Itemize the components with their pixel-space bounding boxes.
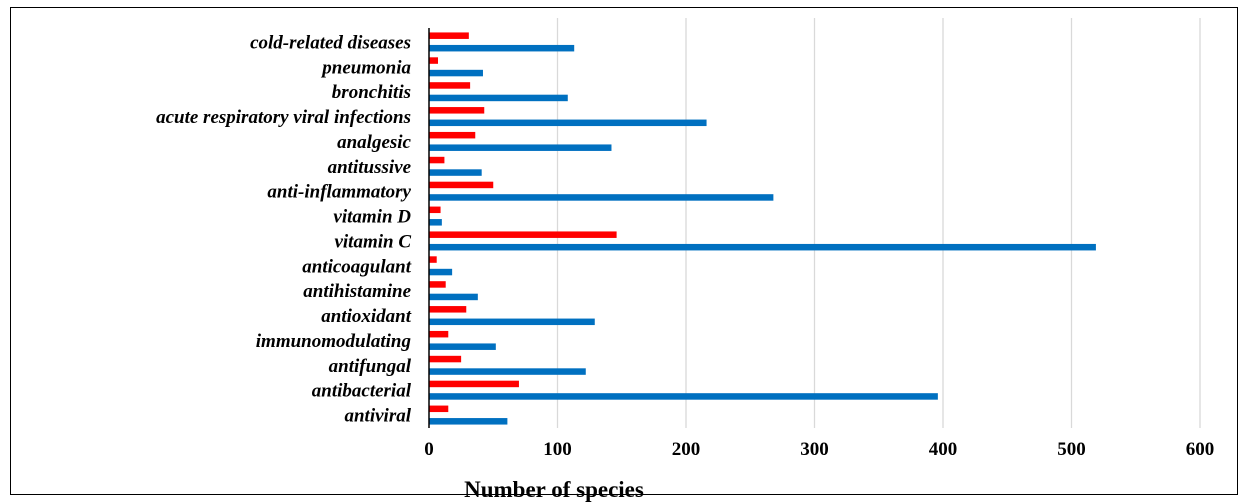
category-label: antitussive	[328, 157, 412, 178]
bar-blue-4	[429, 343, 496, 350]
category-label: cold-related diseases	[250, 32, 411, 53]
x-axis-title: Number of species	[464, 477, 644, 502]
bar-red-10	[429, 181, 494, 189]
bar-red-8	[429, 231, 617, 238]
x-tick-label: 100	[543, 439, 572, 460]
category-label: immunomodulating	[256, 331, 411, 352]
bar-blue-11	[429, 169, 482, 176]
category-label: vitamin C	[334, 231, 411, 252]
category-label: pneumonia	[320, 57, 411, 78]
category-label: antibacterial	[312, 381, 412, 402]
bar-red-6	[429, 281, 446, 288]
tick-labels: 0 100 200 300 400 500 600	[424, 439, 1214, 460]
bar-blue-5	[429, 318, 595, 326]
bar-red-13	[429, 107, 485, 114]
bar-blue-13	[429, 119, 707, 127]
bar-red-3	[429, 355, 462, 363]
x-tick-label: 400	[929, 439, 958, 460]
category-label: antifungal	[329, 356, 412, 377]
bar-red-9	[429, 206, 441, 214]
bar-red-4	[429, 330, 449, 338]
gridlines	[556, 18, 1201, 428]
bar-blue-2	[429, 393, 938, 400]
bar-blue-8	[429, 243, 1096, 251]
x-tick-label: 0	[424, 439, 434, 460]
category-label: analgesic	[337, 132, 411, 153]
bar-blue-1	[429, 418, 508, 425]
x-tick-label: 600	[1186, 439, 1215, 460]
bar-blue-7	[429, 268, 453, 276]
bar-red-5	[429, 306, 467, 313]
x-tick-label: 300	[800, 439, 829, 460]
category-label: anticoagulant	[302, 256, 411, 277]
bar-blue-15	[429, 69, 483, 77]
category-labels: antiviral antibacterial antifungal immunomo…	[156, 32, 412, 426]
bar-blue-12	[429, 144, 612, 151]
bar-blue-3	[429, 368, 586, 375]
chart-frame	[10, 7, 1238, 495]
category-label: antioxidant	[321, 306, 411, 327]
bars	[429, 32, 1096, 425]
bar-red-11	[429, 156, 445, 164]
bar-red-16	[429, 32, 469, 39]
bar-blue-10	[429, 194, 774, 201]
bar-blue-14	[429, 94, 568, 102]
bar-red-1	[429, 405, 449, 413]
category-label: anti-inflammatory	[267, 182, 411, 203]
bar-red-12	[429, 131, 476, 139]
category-label: acute respiratory viral infections	[156, 107, 411, 128]
category-label: vitamin D	[333, 207, 411, 228]
bar-red-7	[429, 256, 437, 263]
category-label: antiviral	[344, 406, 411, 427]
bar-blue-6	[429, 293, 478, 301]
x-tick-label: 200	[672, 439, 701, 460]
category-label: bronchitis	[332, 82, 411, 103]
bar-blue-16	[429, 44, 575, 52]
bar-red-15	[429, 57, 438, 64]
bar-red-2	[429, 380, 519, 388]
bar-red-14	[429, 82, 471, 89]
x-tick-label: 500	[1057, 439, 1086, 460]
category-label: antihistamine	[303, 281, 411, 302]
bar-blue-9	[429, 219, 442, 226]
